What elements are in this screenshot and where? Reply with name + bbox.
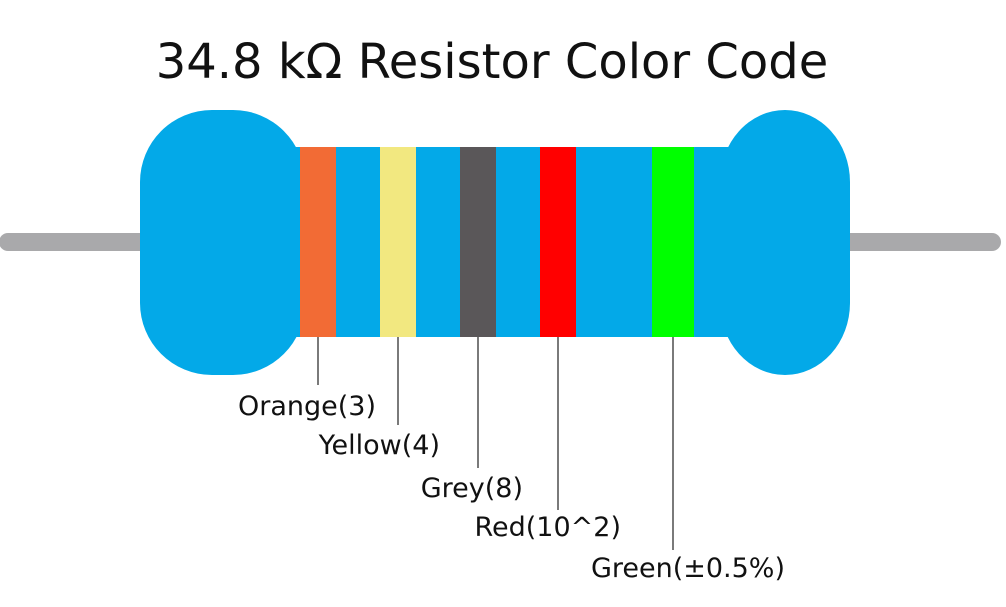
bands: Orange(3) Yellow(4) Grey(8) Red(10^2) Green(… [238, 147, 785, 584]
color-band [380, 147, 416, 337]
color-band [460, 147, 496, 337]
band-label: Yellow(4) [318, 430, 440, 461]
color-band [652, 147, 694, 337]
color-band [300, 147, 336, 337]
band-label: Grey(8) [421, 473, 523, 504]
color-band [540, 147, 576, 337]
band-label: Red(10^2) [474, 512, 621, 543]
title: 34.8 kΩ Resistor Color Code [156, 34, 829, 90]
band-label: Orange(3) [238, 391, 376, 422]
band-label: Green(±0.5%) [591, 553, 785, 584]
